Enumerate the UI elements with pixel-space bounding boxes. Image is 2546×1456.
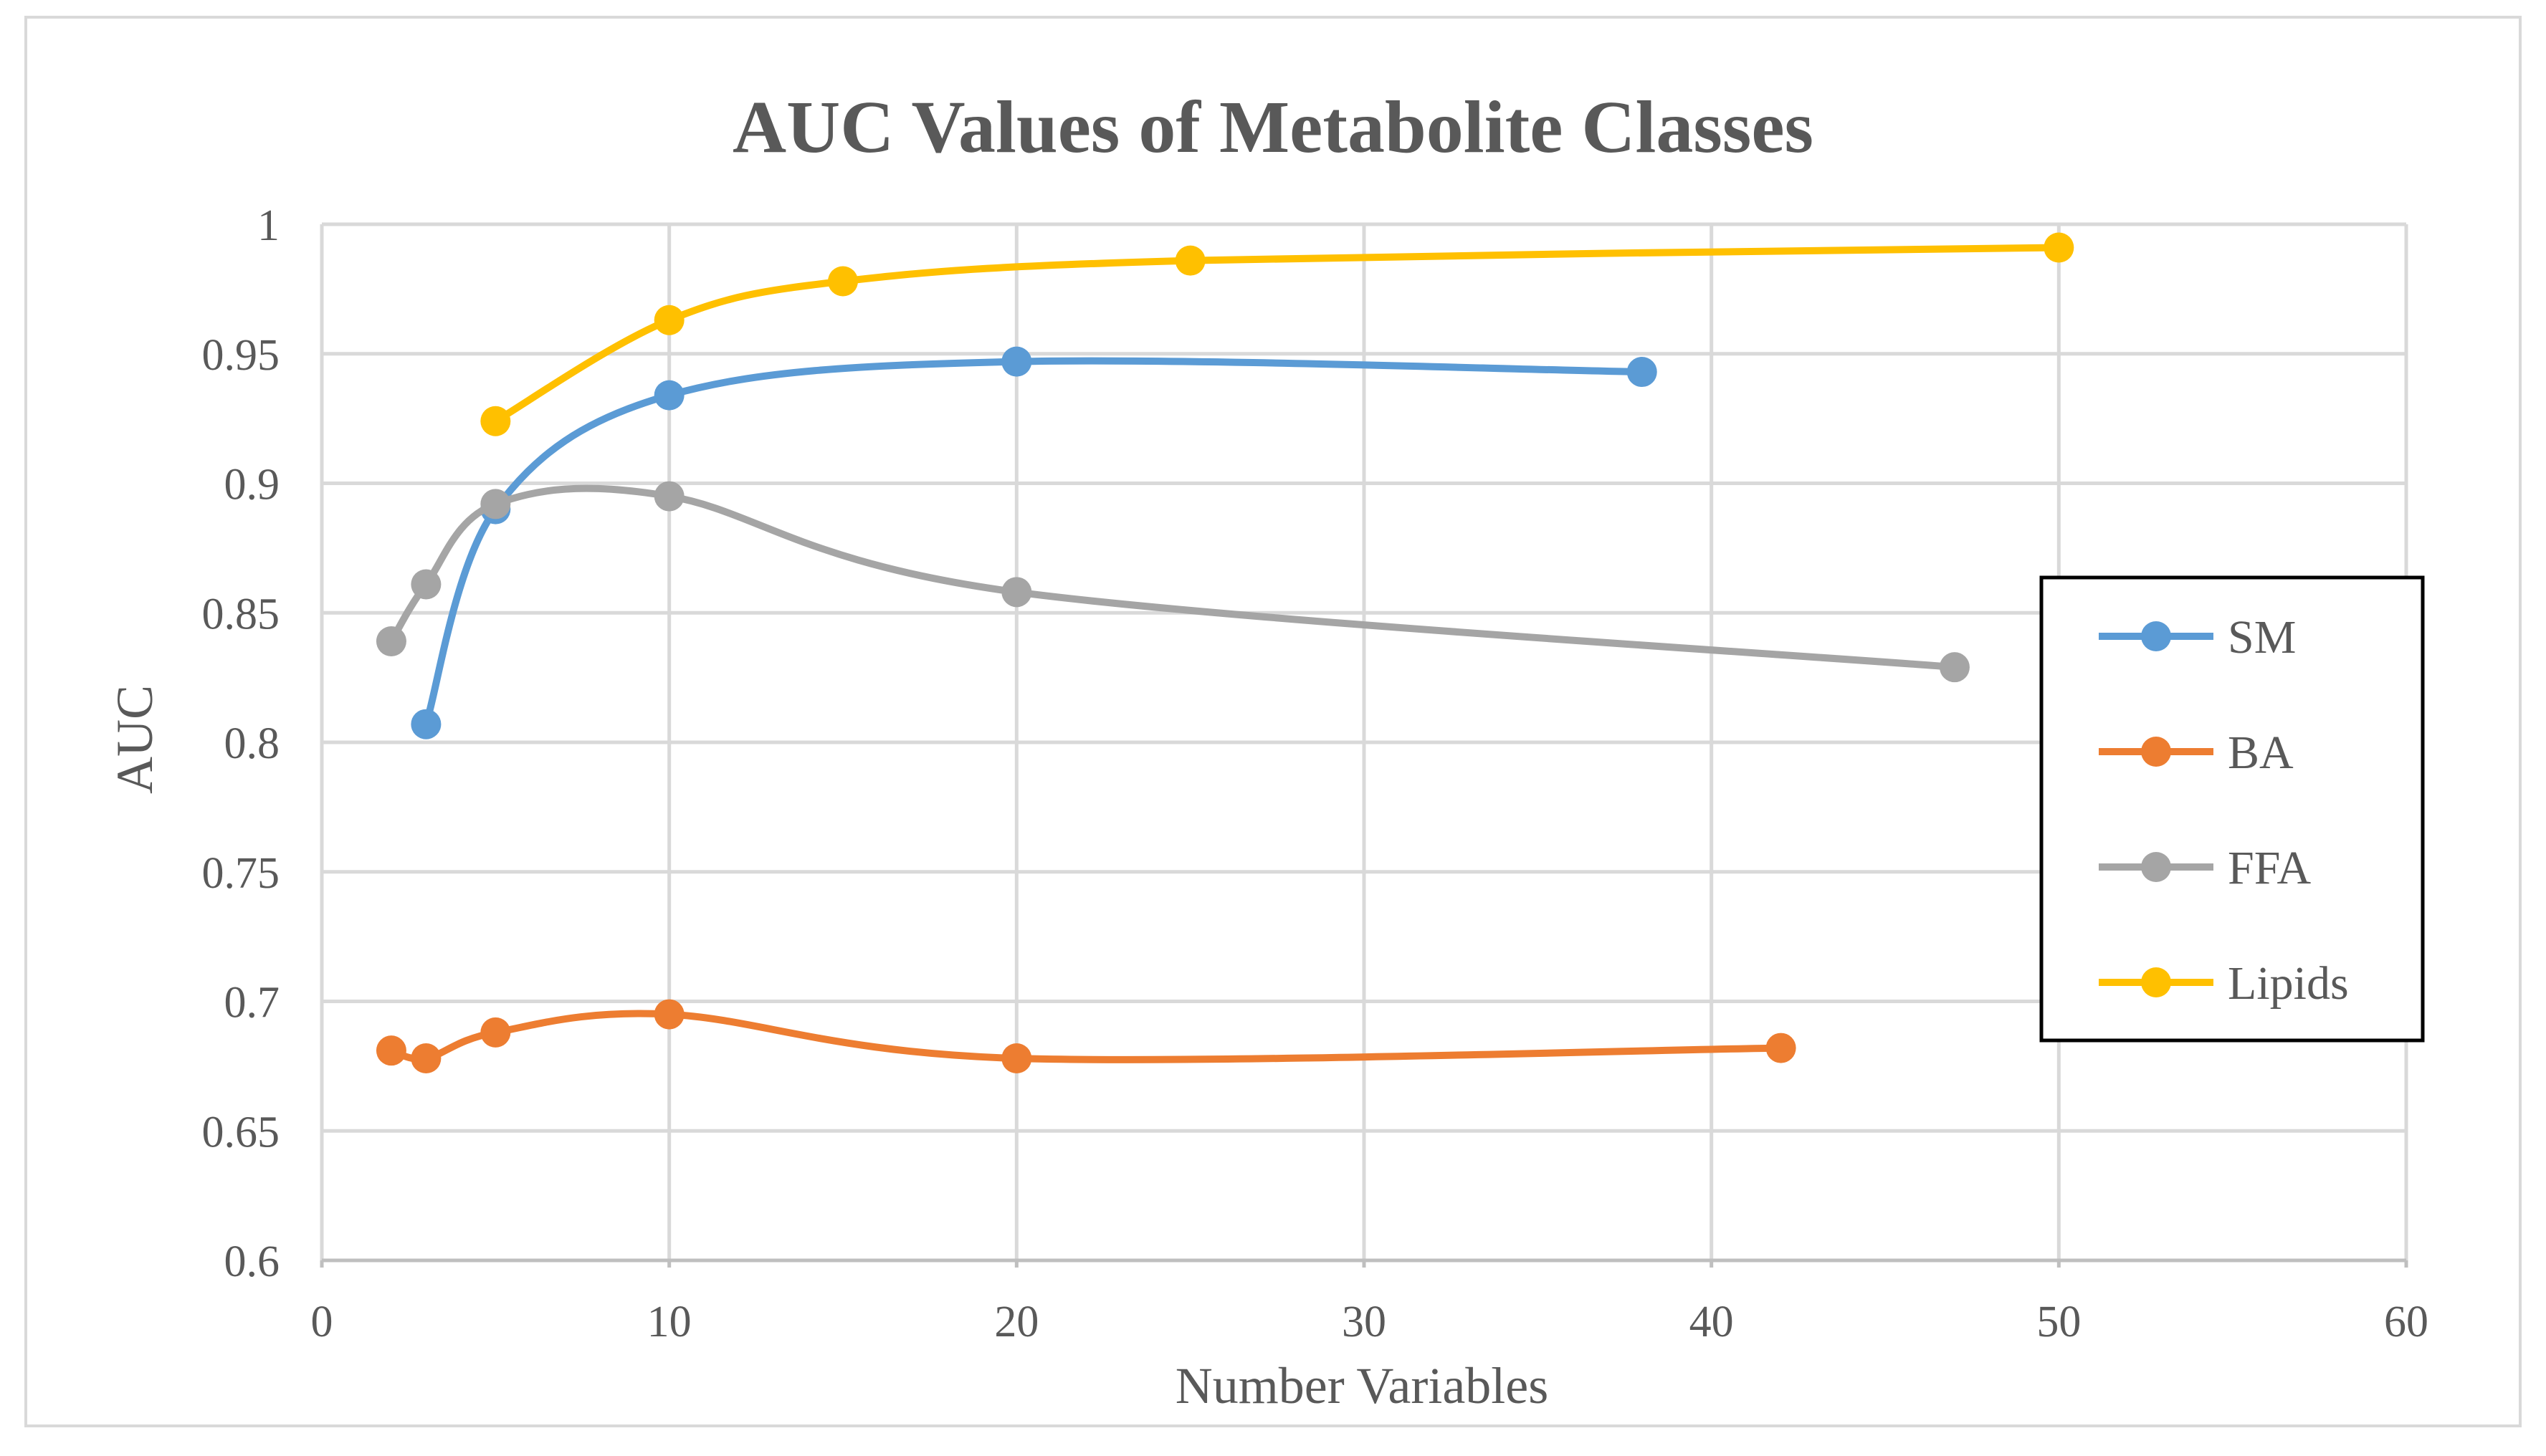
y-tick-label: 0.8 bbox=[224, 719, 280, 768]
y-tick-labels: 0.6 0.65 0.7 0.75 0.8 0.85 0.9 0.95 1 bbox=[202, 201, 280, 1286]
data-point-ba bbox=[480, 1017, 511, 1048]
x-tick-label: 40 bbox=[1689, 1298, 1734, 1346]
series-ba bbox=[376, 999, 1796, 1074]
y-tick-label: 1 bbox=[257, 201, 280, 250]
y-tick-label: 0.65 bbox=[202, 1108, 280, 1156]
legend-item-ba: BA bbox=[2099, 727, 2294, 779]
data-point-lipids bbox=[654, 305, 685, 335]
x-tick-label: 20 bbox=[994, 1298, 1039, 1346]
axes bbox=[320, 1258, 2408, 1268]
data-point-lipids bbox=[480, 406, 511, 436]
data-point-sm bbox=[411, 709, 442, 739]
x-tick-label: 30 bbox=[1342, 1298, 1386, 1346]
series-line-sm bbox=[422, 357, 1646, 728]
data-point-ba bbox=[411, 1043, 442, 1074]
data-point-sm bbox=[654, 380, 685, 411]
data-point-ffa bbox=[411, 569, 442, 600]
legend-label: SM bbox=[2228, 611, 2296, 664]
series-line-ffa bbox=[387, 484, 1958, 671]
y-tick-label: 0.95 bbox=[202, 331, 280, 380]
y-tick-label: 0.7 bbox=[224, 979, 280, 1028]
legend-item-ffa: FFA bbox=[2099, 842, 2312, 894]
data-point-ffa bbox=[1939, 652, 1970, 683]
data-point-lipids bbox=[2044, 232, 2074, 263]
data-point-ba bbox=[1765, 1033, 1796, 1063]
series bbox=[376, 232, 2074, 1074]
x-tick-label: 10 bbox=[647, 1298, 692, 1346]
legend-swatch-marker bbox=[2141, 621, 2171, 651]
legend-label: BA bbox=[2228, 727, 2294, 779]
legend: SM BA FFA Lipids bbox=[2039, 575, 2425, 1043]
y-tick-label: 0.75 bbox=[202, 849, 280, 898]
legend-item-lipids: Lipids bbox=[2099, 957, 2349, 1010]
legend-label: Lipids bbox=[2228, 957, 2349, 1010]
x-tick-labels: 0 10 20 30 40 50 60 bbox=[311, 1298, 2429, 1346]
x-tick-label: 0 bbox=[311, 1298, 333, 1346]
legend-label: FFA bbox=[2228, 842, 2312, 894]
data-point-ba bbox=[376, 1035, 406, 1066]
legend-swatch-marker bbox=[2141, 967, 2171, 997]
data-point-ba bbox=[654, 999, 685, 1030]
data-point-ba bbox=[1001, 1043, 1032, 1074]
data-point-ffa bbox=[1001, 577, 1032, 608]
data-point-sm bbox=[1001, 346, 1032, 377]
x-tick-label: 60 bbox=[2384, 1298, 2428, 1346]
chart-title: AUC Values of Metabolite Classes bbox=[733, 86, 1813, 168]
data-point-sm bbox=[1626, 357, 1657, 388]
data-point-lipids bbox=[1175, 245, 1206, 276]
x-tick-label: 50 bbox=[2036, 1298, 2081, 1346]
series-ffa bbox=[376, 481, 1970, 683]
y-axis-title: AUC bbox=[106, 685, 163, 794]
data-point-ffa bbox=[480, 489, 511, 519]
legend-box bbox=[2039, 575, 2425, 1043]
data-point-lipids bbox=[828, 266, 858, 297]
y-tick-label: 0.9 bbox=[224, 461, 280, 509]
legend-swatch-marker bbox=[2141, 737, 2171, 767]
series-line-ba bbox=[387, 1010, 1785, 1063]
series-line-lipids bbox=[492, 244, 2063, 425]
y-tick-label: 0.85 bbox=[202, 590, 280, 638]
series-sm bbox=[411, 346, 1657, 739]
series-lipids bbox=[480, 232, 2074, 436]
legend-item-sm: SM bbox=[2099, 611, 2296, 664]
x-axis-title: Number Variables bbox=[1176, 1357, 1549, 1414]
data-point-ffa bbox=[654, 481, 685, 512]
legend-swatch-marker bbox=[2141, 852, 2171, 882]
data-point-ffa bbox=[376, 626, 406, 657]
y-tick-label: 0.6 bbox=[224, 1237, 280, 1286]
